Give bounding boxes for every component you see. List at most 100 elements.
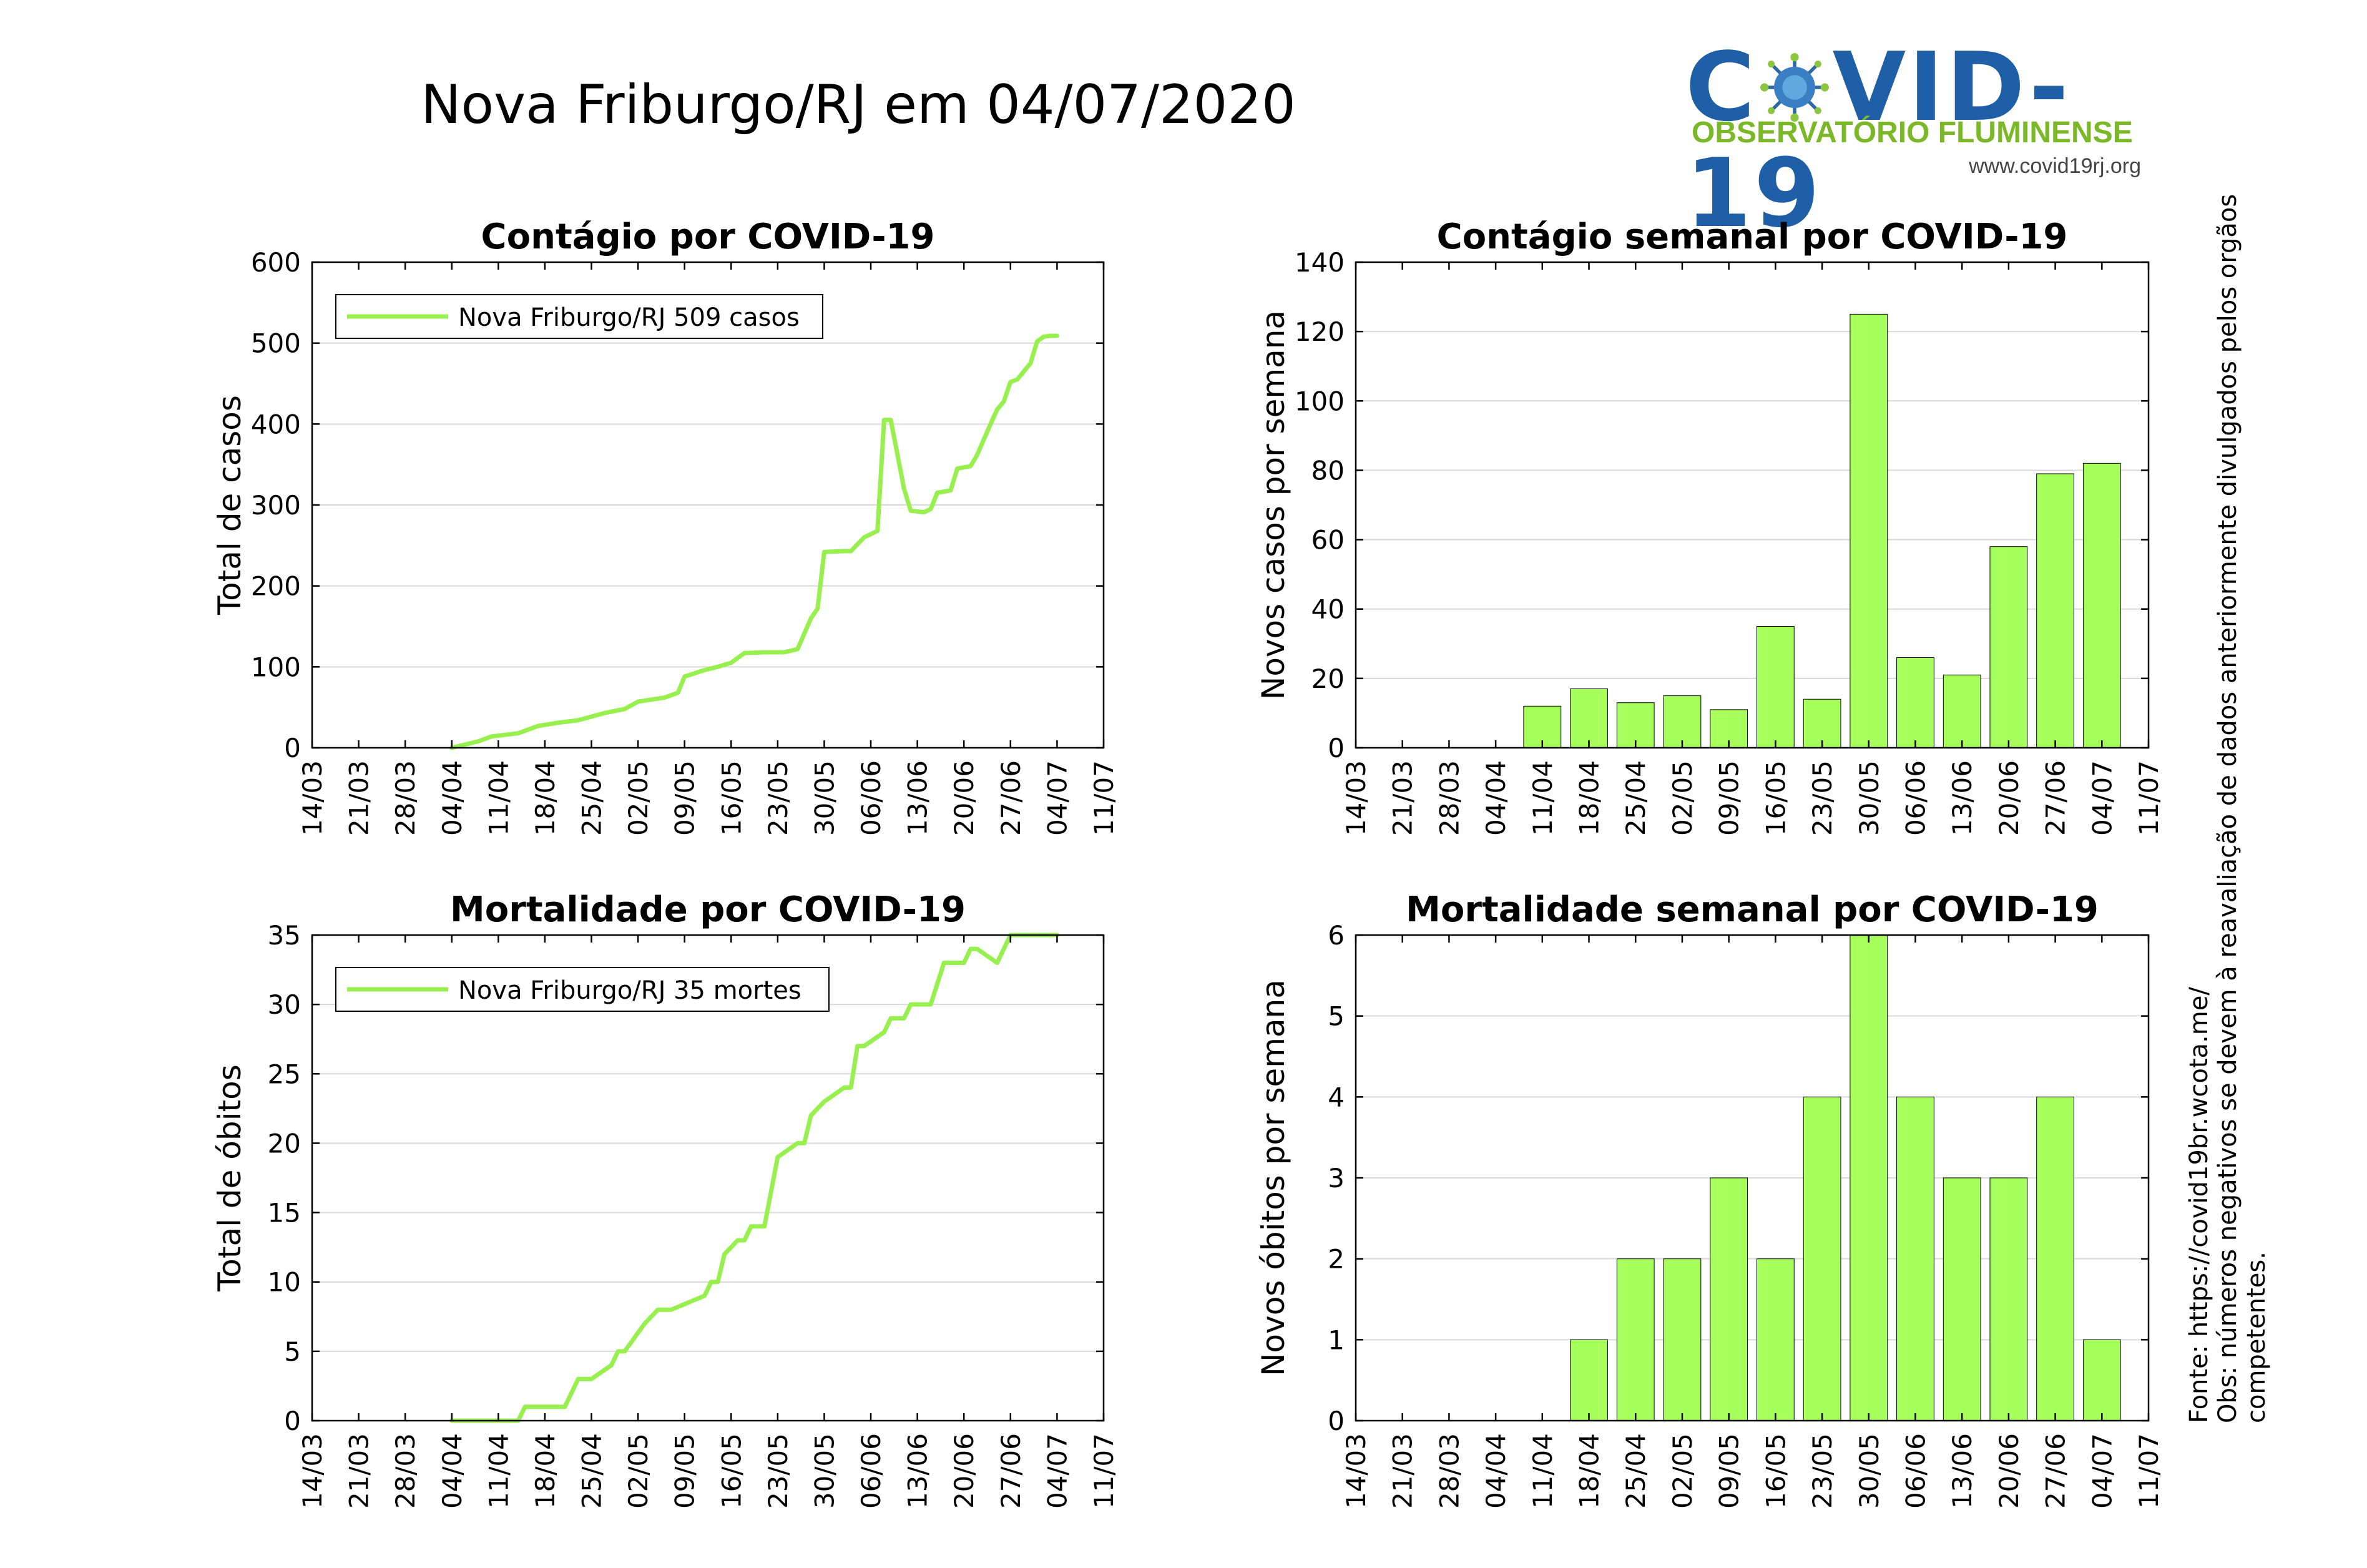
page-title: Nova Friburgo/RJ em 04/07/2020 <box>421 74 1296 136</box>
x-tick-label: 23/05 <box>1807 760 1838 836</box>
x-tick-label: 06/06 <box>1900 1433 1931 1509</box>
y-tick-label: 200 <box>251 571 301 602</box>
series-line <box>449 333 1059 750</box>
y-tick-label: 5 <box>1328 1001 1345 1032</box>
bar <box>1989 1177 2028 1421</box>
y-tick-label: 140 <box>1295 247 1345 278</box>
x-tick-label: 20/06 <box>1994 1433 2024 1509</box>
x-tick-label: 02/05 <box>1667 1433 1698 1509</box>
x-tick-label: 30/05 <box>809 1433 840 1509</box>
plot-frame <box>311 934 1105 1422</box>
y-tick-label: 0 <box>284 733 301 763</box>
y-tick-label: 120 <box>1295 316 1345 347</box>
x-tick-label: 11/04 <box>1527 1433 1558 1509</box>
y-tick-label: 2 <box>1328 1244 1345 1275</box>
x-tick-label: 21/03 <box>344 760 375 836</box>
x-tick-label: 11/07 <box>2134 760 2164 836</box>
y-tick-label: 20 <box>1311 664 1345 694</box>
x-tick-label: 28/03 <box>390 1433 421 1509</box>
x-tick-label: 18/04 <box>530 1433 561 1509</box>
x-tick-label: 25/04 <box>1620 760 1651 836</box>
y-tick-label: 100 <box>251 652 301 682</box>
bar <box>1663 1258 1702 1421</box>
y-tick-label: 300 <box>251 490 301 521</box>
covid19-logo: C VID-19 OBSERVATÓRIO FLUMINENSE www.covi… <box>1685 34 2141 247</box>
x-tick-label: 11/04 <box>1527 760 1558 836</box>
bar <box>1756 1258 1795 1421</box>
x-tick-label: 25/04 <box>577 760 607 836</box>
x-tick-label: 20/06 <box>949 1433 979 1509</box>
legend: Nova Friburgo/RJ 35 mortes <box>335 967 830 1012</box>
y-axis-label: Total de casos <box>212 395 248 615</box>
legend: Nova Friburgo/RJ 509 casos <box>335 294 823 339</box>
x-tick-label: 16/05 <box>716 1433 747 1509</box>
bar <box>2036 473 2074 748</box>
x-tick-label: 28/03 <box>390 760 421 836</box>
legend-label: Nova Friburgo/RJ 509 casos <box>458 303 800 332</box>
x-tick-label: 04/04 <box>437 1433 468 1509</box>
x-tick-label: 11/07 <box>1089 1433 1119 1509</box>
y-tick-label: 0 <box>284 1406 301 1436</box>
x-tick-label: 04/07 <box>2087 1433 2117 1509</box>
bar <box>1943 1177 1981 1421</box>
y-tick-label: 3 <box>1328 1163 1345 1193</box>
y-tick-label: 30 <box>268 989 301 1020</box>
chart-title: Mortalidade por COVID-19 <box>450 889 966 930</box>
x-tick-label: 18/04 <box>530 760 561 836</box>
y-tick-label: 5 <box>284 1336 301 1367</box>
y-tick-label: 20 <box>268 1128 301 1159</box>
logo-wordmark: C VID-19 <box>1685 34 2141 247</box>
bar <box>1850 934 1888 1421</box>
x-tick-label: 06/06 <box>856 760 886 836</box>
x-tick-label: 09/05 <box>1714 1433 1745 1509</box>
bar <box>2082 1339 2121 1421</box>
x-tick-label: 14/03 <box>1341 760 1371 836</box>
x-tick-label: 06/06 <box>1900 760 1931 836</box>
bar <box>1570 1339 1608 1421</box>
y-tick-label: 10 <box>268 1267 301 1298</box>
bar <box>1896 1096 1934 1421</box>
y-tick-label: 35 <box>268 920 301 951</box>
y-tick-label: 0 <box>1328 733 1345 763</box>
y-tick-label: 500 <box>251 328 301 359</box>
x-tick-label: 09/05 <box>670 1433 700 1509</box>
chart-title: Mortalidade semanal por COVID-19 <box>1406 889 2099 930</box>
x-tick-label: 25/04 <box>1620 1433 1651 1509</box>
x-tick-label: 21/03 <box>1388 760 1418 836</box>
x-tick-label: 14/03 <box>297 1433 328 1509</box>
x-tick-label: 04/07 <box>1042 760 1072 836</box>
x-tick-label: 23/05 <box>763 1433 793 1509</box>
y-tick-label: 40 <box>1311 594 1345 625</box>
y-tick-label: 0 <box>1328 1406 1345 1436</box>
plot-frame <box>1355 261 2150 749</box>
x-tick-label: 02/05 <box>623 760 654 836</box>
x-tick-label: 27/06 <box>2041 1433 2071 1509</box>
x-tick-label: 25/04 <box>577 1433 607 1509</box>
bar <box>1616 1258 1655 1421</box>
x-tick-label: 09/05 <box>1714 760 1745 836</box>
x-tick-label: 14/03 <box>1341 1433 1371 1509</box>
x-tick-label: 04/04 <box>1481 760 1511 836</box>
x-tick-label: 13/06 <box>1947 760 1977 836</box>
bar <box>1663 695 1702 748</box>
x-tick-label: 21/03 <box>344 1433 375 1509</box>
x-tick-label: 06/06 <box>856 1433 886 1509</box>
chart-title: Contágio por COVID-19 <box>481 217 935 257</box>
x-tick-label: 04/07 <box>1042 1433 1072 1509</box>
y-tick-label: 4 <box>1328 1082 1345 1112</box>
x-tick-label: 16/05 <box>1760 760 1791 836</box>
y-tick-label: 80 <box>1311 455 1345 486</box>
x-tick-label: 27/06 <box>996 760 1026 836</box>
x-tick-label: 11/04 <box>483 760 514 836</box>
logo-letter-c: C <box>1685 32 1758 142</box>
x-tick-label: 21/03 <box>1388 1433 1418 1509</box>
bar <box>2036 1096 2074 1421</box>
x-tick-label: 13/06 <box>1947 1433 1977 1509</box>
y-tick-label: 6 <box>1328 920 1345 951</box>
